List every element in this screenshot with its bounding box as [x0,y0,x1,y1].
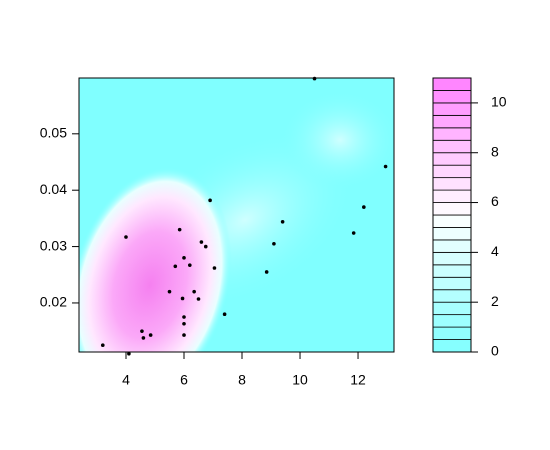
y-tick-label: 0.02 [40,294,67,310]
color-bar-band [432,164,472,179]
data-point [182,322,186,326]
color-bar-band [432,339,472,353]
data-point [351,231,356,235]
color-bar-band [432,276,472,291]
data-point [222,312,227,317]
data-point [196,297,201,301]
color-bar-band [432,264,472,278]
data-point [280,219,285,224]
data-point [127,351,131,356]
data-point [180,296,185,301]
x-tick-label: 4 [122,372,130,388]
color-bar-band [432,139,472,154]
x-tick-label: 6 [180,372,188,388]
color-bar-frame [432,77,472,353]
x-tick-label: 8 [238,372,246,388]
color-bar-band [432,202,472,216]
color-bar-band [432,189,472,203]
data-point [272,241,276,246]
data-point [383,164,388,169]
color-bar-band [432,114,472,129]
color-bar-tick-label: 0 [491,343,499,359]
data-point [182,256,186,260]
data-point [212,266,217,270]
data-point [208,198,212,203]
data-point [167,289,172,294]
color-bar-band [432,326,472,340]
color-bar-band [432,77,472,91]
y-tick-label: 0.05 [40,125,67,141]
color-bar-band [432,314,472,328]
data-point [141,336,146,340]
data-point [182,315,186,319]
color-bar-band [432,227,472,241]
data-point [192,289,196,294]
data-point [264,270,269,274]
color-bar-tick-label: 6 [491,193,499,209]
data-point [100,343,105,348]
color-bar-tick-label: 4 [491,243,499,259]
data-point [140,329,144,333]
color-bar-band [432,177,472,191]
data-point [312,76,317,81]
color-bar-band [432,127,472,141]
data-point [199,240,204,244]
data-point [362,205,366,209]
color-bar-band [432,152,472,166]
color-bar-band [432,90,472,104]
data-point [173,264,178,269]
data-point [124,235,128,239]
color-bar-band [432,289,472,303]
y-tick-label: 0.04 [40,181,67,197]
data-point [188,263,192,267]
color-bar-band [432,214,472,228]
x-tick-label: 10 [292,372,308,388]
color-bar-band [432,239,472,253]
color-bar-tick-label: 8 [491,143,499,159]
color-bar-band [432,102,472,116]
x-tick-label: 12 [350,372,366,388]
data-point [148,333,153,337]
data-point [177,227,182,232]
color-bar-tick-label: 10 [491,94,507,110]
data-point [203,244,208,249]
data-point [182,333,186,337]
color-bar-tick-label: 2 [491,293,499,309]
color-bar-band [432,301,472,316]
color-bar-band [432,251,472,266]
y-tick-label: 0.03 [40,237,67,253]
